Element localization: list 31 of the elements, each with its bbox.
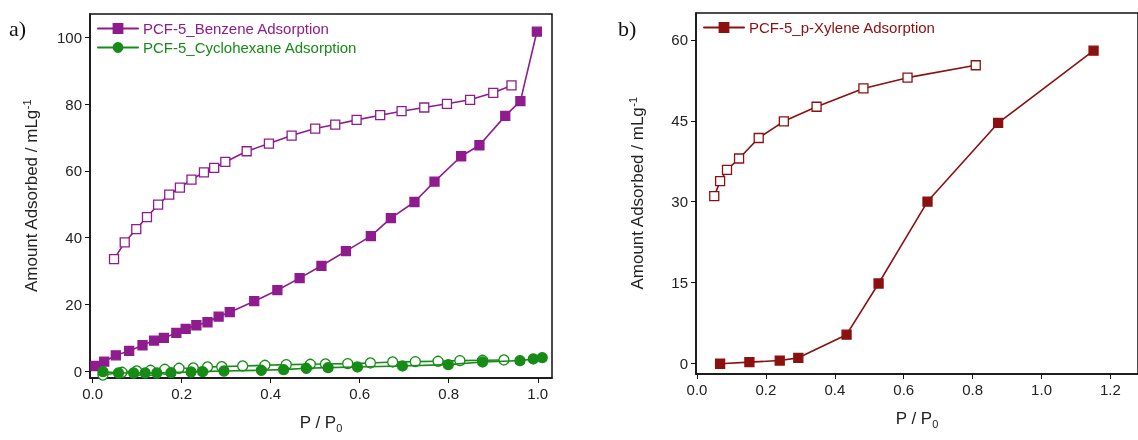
y-axis-title: Amount Adsorbed / mLg-1 — [20, 99, 41, 293]
y-tick-label: 0 — [679, 354, 688, 372]
y-tick-label: 0 — [73, 362, 82, 380]
legend-label: PCF-5_p-Xylene Adsorption — [749, 19, 935, 36]
y-axis-title: Amount Adsorbed / mLg-1 — [626, 96, 647, 290]
chart-title: b) — [618, 15, 637, 41]
y-tick-label: 60 — [671, 31, 688, 49]
x-tick-label: 1.2 — [1100, 381, 1121, 398]
y-tick-label: 40 — [65, 229, 82, 247]
x-tick-label: 1.0 — [527, 385, 549, 402]
y-tick-label: 100 — [56, 28, 82, 46]
x-tick-label: 0.8 — [438, 385, 460, 402]
y-tick-label: 20 — [65, 296, 82, 314]
x-tick-label: 0.2 — [755, 381, 777, 398]
x-tick-label: 1.0 — [1031, 381, 1052, 398]
y-tick-label: 60 — [65, 162, 82, 180]
x-tick-label: 0.6 — [893, 381, 915, 398]
y-tick-label: 45 — [671, 112, 688, 130]
x-tick-label: 0.4 — [260, 385, 282, 402]
legend-label: PCF-5_Cyclohexane Adsorption — [143, 39, 357, 56]
x-tick-label: 0.0 — [686, 381, 708, 398]
chart-title: a) — [9, 15, 27, 41]
x-tick-label: 0.6 — [349, 385, 371, 402]
y-tick-label: 30 — [671, 193, 688, 211]
y-tick-label: 15 — [671, 273, 688, 291]
x-tick-label: 0.2 — [171, 385, 193, 402]
y-tick-label: 80 — [65, 95, 82, 113]
x-tick-label: 0.0 — [82, 385, 104, 402]
x-tick-label: 0.8 — [962, 381, 984, 398]
legend-label: PCF-5_Benzene Adsorption — [143, 20, 329, 37]
x-tick-label: 0.4 — [824, 381, 846, 398]
